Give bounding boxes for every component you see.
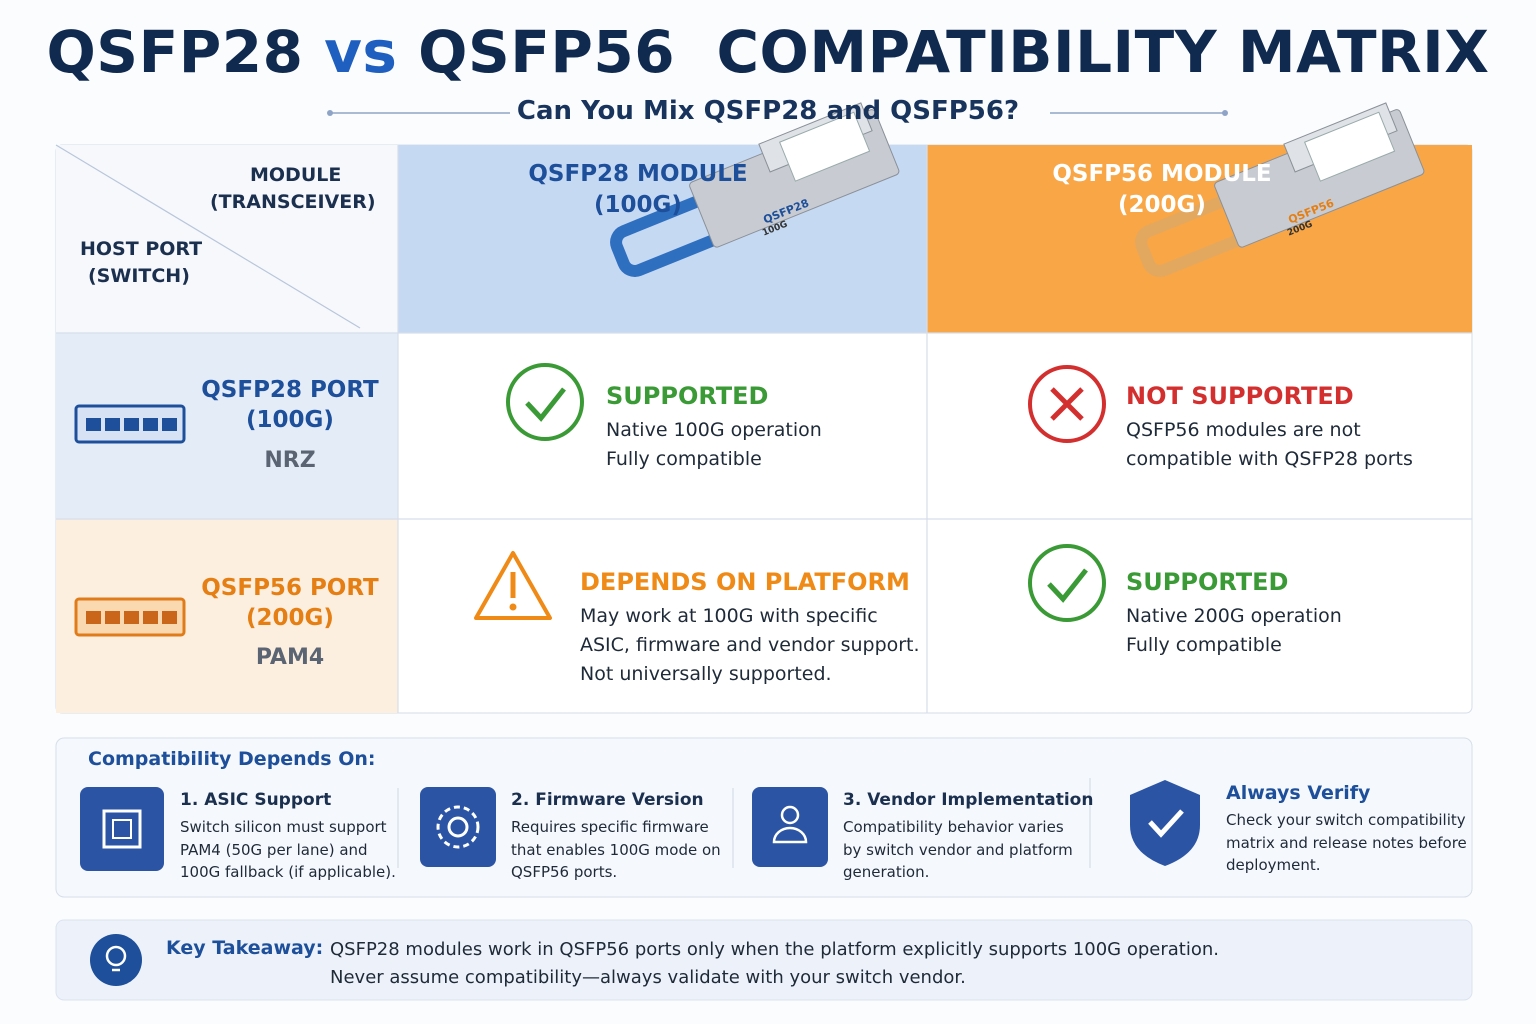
item-line: Requires specific firmware (511, 818, 709, 836)
cell-status: DEPENDS ON PLATFORM (580, 568, 910, 596)
text-line: QSFP56 PORT (201, 575, 379, 601)
row-header: QSFP56 PORT (200G) (190, 573, 390, 633)
text-line: QSFP56 MODULE (1052, 161, 1272, 187)
item-line: Compatibility behavior varies (843, 818, 1064, 836)
text-line: (100G) (246, 407, 334, 433)
row-header: QSFP28 PORT (100G) (190, 375, 390, 435)
item-title: 1. ASIC Support (180, 790, 332, 810)
depends-item: 1. ASIC Support Switch silicon must suppo… (180, 790, 396, 884)
verify-note: Always Verify Check your switch compatibi… (1226, 782, 1467, 877)
item-line: QSFP56 ports. (511, 863, 618, 881)
takeaway-line: QSFP28 modules work in QSFP56 ports only… (330, 939, 1219, 960)
row-encoding: NRZ (264, 448, 316, 473)
cell-status: SUPPORTED (1126, 568, 1289, 596)
text-line: QSFP28 PORT (201, 377, 379, 403)
cell-line: Fully compatible (1126, 634, 1282, 656)
cell-line: QSFP56 modules are not (1126, 419, 1361, 441)
takeaway-line: Never assume compatibility—always valida… (330, 967, 966, 988)
text-line: (TRANSCEIVER) (210, 191, 376, 213)
item-line: by switch vendor and platform (843, 840, 1073, 859)
cell-line: Native 200G operation (1126, 605, 1342, 627)
column-header: QSFP56 MODULE (200G) (927, 159, 1397, 221)
cell-line: Fully compatible (606, 448, 762, 470)
item-line: that enables 100G mode on (511, 840, 721, 859)
verify-line: Check your switch compatibility (1226, 811, 1466, 829)
text-line: MODULE (250, 164, 342, 186)
text-line: QSFP28 MODULE (528, 161, 748, 187)
item-line: generation. (843, 863, 930, 881)
depends-item: 2. Firmware Version Requires specific fir… (511, 790, 721, 884)
item-line: PAM4 (50G per lane) and (180, 840, 368, 859)
title-part: QSFP56 COMPATIBILITY MATRIX (418, 18, 1490, 86)
item-title: 2. Firmware Version (511, 790, 704, 810)
corner-module-label: MODULE (TRANSCEIVER) (210, 162, 376, 216)
subtitle: Can You Mix QSFP28 and QSFP56? (516, 96, 1020, 126)
column-header: QSFP28 MODULE (100G) (398, 159, 878, 221)
text-line: (200G) (246, 605, 334, 631)
item-title: 3. Vendor Implementation (843, 790, 1094, 810)
cell-line: Native 100G operation (606, 419, 822, 441)
text-line: HOST PORT (80, 238, 203, 260)
verify-line: matrix and release notes before (1226, 833, 1467, 852)
corner-host-label: HOST PORT (SWITCH) (80, 236, 202, 290)
title: QSFP28 vs QSFP56 COMPATIBILITY MATRIX (0, 18, 1536, 86)
verify-title: Always Verify (1226, 782, 1371, 804)
text-line: (200G) (1118, 192, 1206, 218)
depends-item: 3. Vendor Implementation Compatibility be… (843, 790, 1093, 884)
depends-heading: Compatibility Depends On: (88, 748, 376, 770)
cell-line: ASIC, firmware and vendor support. (580, 634, 920, 656)
verify-line: deployment. (1226, 856, 1321, 874)
matrix-cell: NOT SUPPORTED QSFP56 modules are not compa… (1126, 382, 1413, 474)
matrix-cell: DEPENDS ON PLATFORM May work at 100G with… (580, 568, 920, 689)
matrix-cell: SUPPORTED Native 200G operation Fully comp… (1126, 568, 1342, 660)
takeaway-text: QSFP28 modules work in QSFP56 ports only… (330, 936, 1219, 992)
item-line: 100G fallback (if applicable). (180, 863, 396, 881)
cell-line: compatible with QSFP28 ports (1126, 448, 1413, 470)
matrix-cell: SUPPORTED Native 100G operation Fully comp… (606, 382, 822, 474)
cell-status: SUPPORTED (606, 382, 769, 410)
text-line: (100G) (594, 192, 682, 218)
cell-line: May work at 100G with specific (580, 605, 878, 627)
cell-line: Not universally supported. (580, 663, 832, 685)
cell-status: NOT SUPPORTED (1126, 382, 1354, 410)
item-line: Switch silicon must support (180, 818, 387, 836)
title-part: QSFP28 (46, 18, 304, 86)
takeaway-label: Key Takeaway: (166, 937, 324, 959)
title-part: vs (324, 18, 398, 86)
row-encoding: PAM4 (255, 645, 325, 670)
text-line: (SWITCH) (88, 265, 190, 287)
